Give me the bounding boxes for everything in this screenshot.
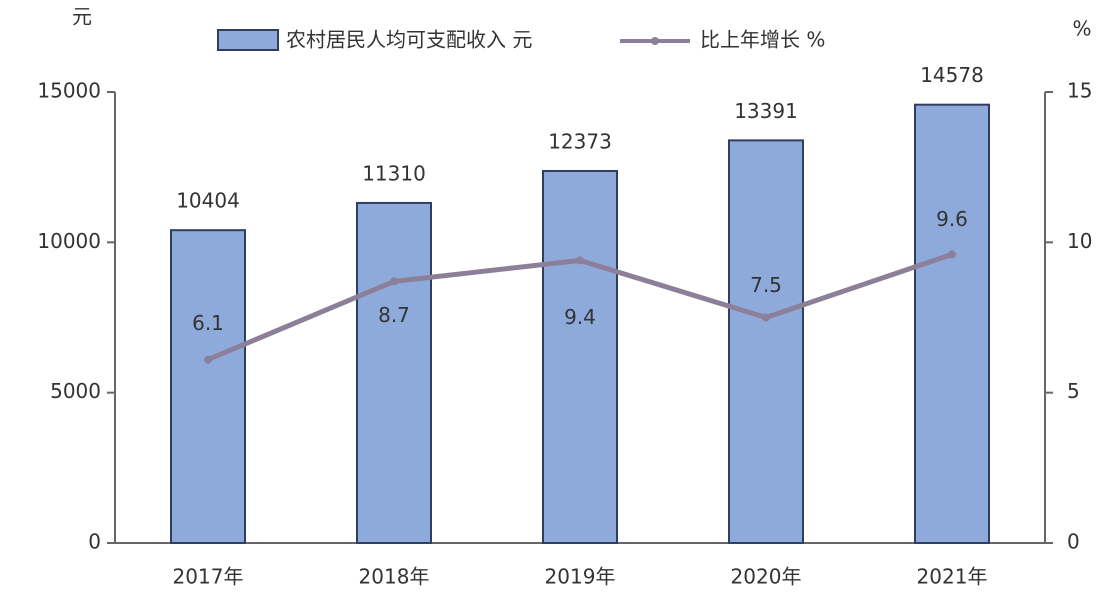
y-tick-label: 5000 <box>50 379 101 403</box>
line-value-label: 7.5 <box>750 273 782 297</box>
line-value-label: 6.1 <box>192 311 224 335</box>
legend-marker <box>651 37 659 45</box>
bar-value-label: 11310 <box>362 161 426 185</box>
x-tick-label: 2021年 <box>917 565 988 589</box>
line-value-label: 9.6 <box>936 207 968 231</box>
y-tick-label: 10000 <box>37 229 101 253</box>
y2-tick-label: 0 <box>1067 530 1080 554</box>
bar-value-label: 10404 <box>176 189 240 213</box>
bar-value-label: 13391 <box>734 99 798 123</box>
bar <box>728 139 804 545</box>
legend-label: 比上年增长 % <box>700 28 825 52</box>
y-tick-label: 15000 <box>37 79 101 103</box>
x-tick-label: 2017年 <box>173 565 244 589</box>
line-value-label: 9.4 <box>564 305 596 329</box>
y-tick-label: 0 <box>88 530 101 554</box>
line-point <box>576 256 584 265</box>
bar <box>914 103 990 544</box>
bar <box>170 229 246 544</box>
bar-value-label: 12373 <box>548 129 612 153</box>
bar <box>542 169 618 544</box>
line-value-label: 8.7 <box>378 303 410 327</box>
line-point <box>948 250 956 259</box>
bar-value-label: 14578 <box>920 63 984 87</box>
x-tick-label: 2020年 <box>731 565 802 589</box>
y2-unit: % <box>1072 17 1091 41</box>
x-tick-label: 2018年 <box>359 565 430 589</box>
bar <box>356 201 432 544</box>
y2-tick-label: 15 <box>1067 79 1092 103</box>
line-point <box>390 277 398 286</box>
y2-tick-label: 10 <box>1067 229 1092 253</box>
line-point <box>762 313 770 322</box>
line-point <box>204 355 212 364</box>
legend-label: 农村居民人均可支配收入 元 <box>286 28 532 52</box>
legend-swatch <box>217 29 279 51</box>
x-tick-label: 2019年 <box>545 565 616 589</box>
y2-tick-label: 5 <box>1067 379 1080 403</box>
y-unit: 元 <box>72 5 92 29</box>
